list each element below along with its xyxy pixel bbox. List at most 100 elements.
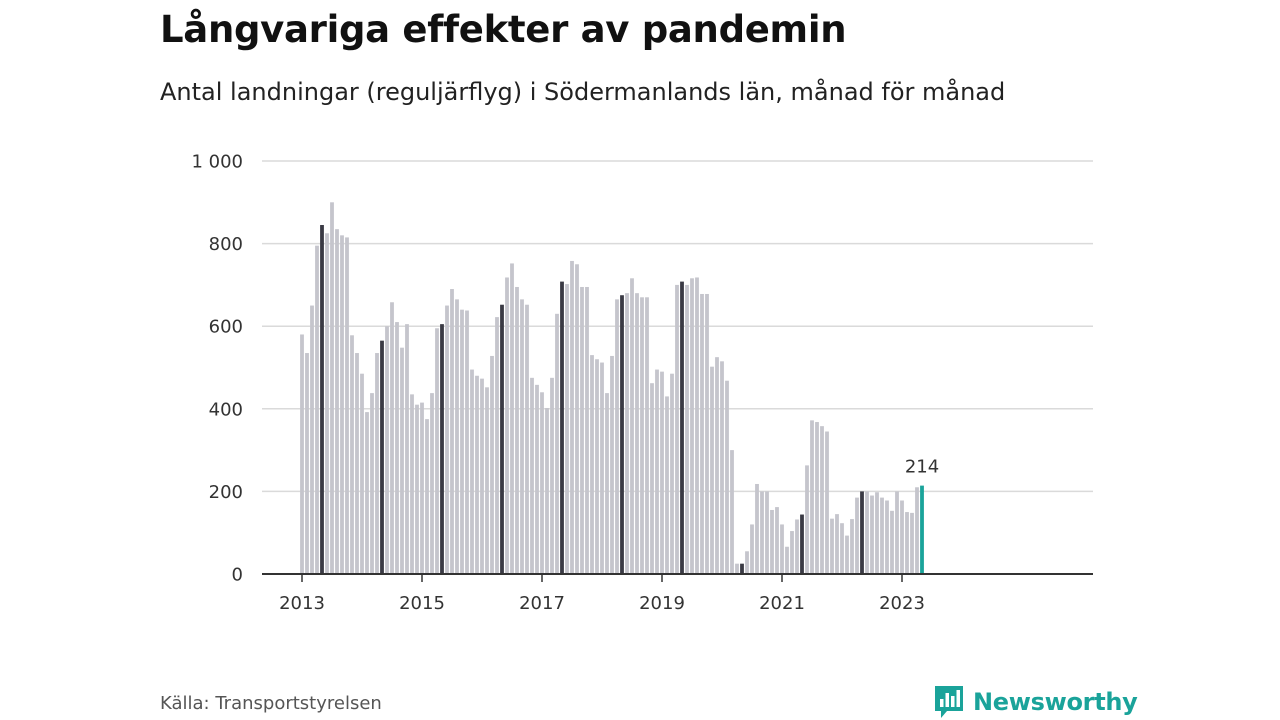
bar [825, 431, 829, 574]
bar [425, 419, 429, 575]
bar [460, 309, 464, 574]
bar [535, 384, 539, 574]
bar [850, 519, 854, 574]
bar [690, 278, 694, 574]
x-tick-label: 2019 [639, 593, 685, 614]
bar [670, 373, 674, 574]
bar [790, 531, 794, 574]
bar [320, 225, 324, 574]
bar [550, 377, 554, 574]
bar [580, 286, 584, 574]
bar [605, 393, 609, 574]
bar [755, 483, 759, 574]
bar [455, 299, 459, 574]
bar [885, 500, 889, 574]
bar [785, 546, 789, 574]
bar [365, 412, 369, 574]
bar [555, 313, 559, 574]
bar [610, 355, 614, 574]
source-note: Källa: Transportstyrelsen [160, 693, 382, 714]
brand-logo: Newsworthy [933, 684, 1138, 720]
bar [695, 277, 699, 574]
bar [855, 497, 859, 574]
bar [845, 535, 849, 574]
bar [810, 420, 814, 574]
bar [905, 512, 909, 574]
bar [335, 229, 339, 574]
bar [860, 491, 864, 574]
bars [300, 202, 924, 575]
bar [875, 492, 879, 574]
x-tick-label: 2021 [759, 593, 805, 614]
bar [840, 523, 844, 574]
bar-chart: 0 200 400 600 800 1 000 2013 2015 2017 2019 2021 20… [191, 152, 1093, 614]
bar [475, 375, 479, 574]
bar [585, 286, 589, 574]
y-tick-label: 800 [209, 234, 243, 255]
bar [490, 355, 494, 574]
bar [880, 497, 884, 574]
bar [655, 369, 659, 574]
bar [820, 426, 824, 574]
bar [900, 500, 904, 574]
bar [515, 286, 519, 574]
bar [330, 202, 334, 575]
bar [430, 393, 434, 574]
x-tick-label: 2017 [519, 593, 565, 614]
bar [570, 260, 574, 574]
x-tick-label: 2015 [399, 593, 445, 614]
newsworthy-logo-icon [935, 686, 963, 718]
bar [310, 305, 314, 574]
bar [775, 507, 779, 574]
bar [370, 393, 374, 574]
bar [355, 353, 359, 574]
bar [545, 407, 549, 574]
bar [360, 373, 364, 574]
bar [540, 392, 544, 574]
bar [795, 519, 799, 574]
bar [765, 491, 769, 574]
bar [740, 563, 744, 574]
bar [480, 378, 484, 574]
bar [485, 387, 489, 574]
bar [630, 278, 634, 574]
y-tick-label: 200 [209, 482, 243, 503]
bar [675, 284, 679, 574]
bar [720, 361, 724, 574]
bar [865, 491, 869, 574]
bar [725, 380, 729, 574]
bar [375, 353, 379, 574]
bar [660, 371, 664, 574]
bar [685, 284, 689, 574]
bar [710, 366, 714, 574]
bar [770, 509, 774, 574]
y-tick-label: 400 [209, 399, 243, 420]
bar [465, 310, 469, 574]
bar [390, 302, 394, 574]
bar [615, 299, 619, 574]
bar [340, 235, 344, 574]
bar [705, 293, 709, 574]
bar [345, 237, 349, 574]
bar [800, 514, 804, 574]
bar [400, 347, 404, 574]
x-tick-label: 2013 [279, 593, 325, 614]
bar [410, 394, 414, 574]
bar [385, 326, 389, 574]
bar [680, 281, 684, 574]
y-tick-label: 1 000 [191, 152, 243, 173]
bar [805, 465, 809, 574]
bar [815, 422, 819, 574]
bar [915, 487, 919, 574]
bar [380, 340, 384, 574]
bar [500, 304, 504, 574]
bar [735, 563, 739, 574]
bar [780, 524, 784, 574]
x-tick-label: 2023 [879, 593, 925, 614]
bar [415, 404, 419, 574]
y-tick-label: 0 [232, 565, 243, 586]
bar [315, 245, 319, 574]
bar [445, 305, 449, 574]
bar [650, 383, 654, 574]
bar [595, 359, 599, 574]
